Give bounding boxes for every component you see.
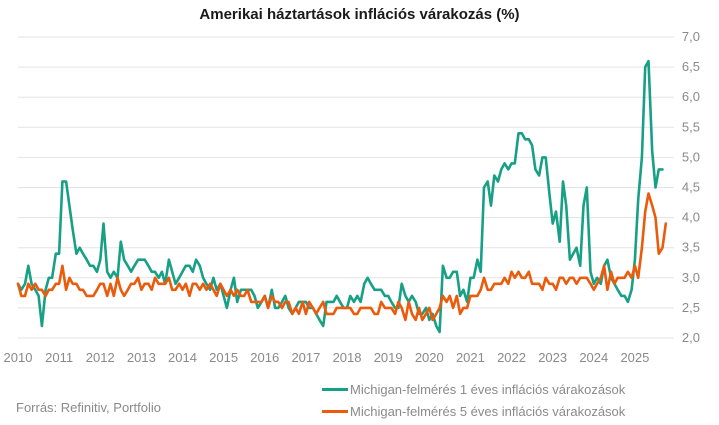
- x-tick-label: 2020: [415, 350, 444, 365]
- x-tick-label: 2014: [168, 350, 197, 365]
- x-tick-label: 2015: [209, 350, 238, 365]
- legend-label-1yr: Michigan-felmérés 1 éves inflációs várak…: [350, 381, 626, 397]
- legend-item-5yr: Michigan-felmérés 5 éves inflációs várak…: [322, 403, 625, 419]
- y-tick-label: 2,0: [682, 330, 700, 345]
- source-note: Forrás: Refinitiv, Portfolio: [16, 400, 161, 415]
- legend-swatch-5yr: [322, 409, 348, 413]
- y-tick-label: 4,0: [682, 210, 700, 225]
- series-line-1yr: [16, 59, 664, 334]
- x-tick-label: 2016: [250, 350, 279, 365]
- x-tick-label: 2024: [579, 350, 608, 365]
- x-tick-label: 2019: [374, 350, 403, 365]
- legend-swatch-1yr: [322, 387, 348, 391]
- y-tick-label: 7,0: [682, 29, 700, 44]
- x-tick-label: 2011: [45, 350, 73, 365]
- x-axis-ticks: 2010 2011 2012 2013 2014 2015 2016 2017 2018 2019…: [4, 350, 650, 365]
- x-tick-label: 2010: [4, 350, 33, 365]
- chart-title: Amerikai háztartások inflációs várakozás…: [199, 6, 520, 23]
- x-tick-label: 2022: [497, 350, 526, 365]
- x-tick-label: 2012: [86, 350, 115, 365]
- y-tick-label: 6,0: [682, 89, 700, 104]
- y-tick-label: 6,5: [682, 59, 700, 74]
- y-tick-label: 3,0: [682, 270, 700, 285]
- series-line-5yr: [16, 192, 668, 322]
- y-tick-label: 5,5: [682, 119, 700, 134]
- series-lines: [16, 59, 668, 334]
- y-tick-label: 4,5: [682, 180, 700, 195]
- legend-label-5yr: Michigan-felmérés 5 éves inflációs várak…: [350, 403, 626, 419]
- y-tick-label: 3,5: [682, 240, 700, 255]
- x-tick-label: 2018: [333, 350, 362, 365]
- y-axis-ticks: 2,0 2,5 3,0 3,5 4,0 4,5 5,0 5,5 6,0 6,5 7,0: [682, 29, 700, 345]
- legend-item-1yr: Michigan-felmérés 1 éves inflációs várak…: [322, 381, 625, 397]
- y-tick-label: 5,0: [682, 149, 700, 164]
- x-tick-label: 2021: [456, 350, 485, 365]
- x-tick-label: 2013: [127, 350, 156, 365]
- gridlines: [18, 36, 674, 339]
- y-tick-label: 2,5: [682, 300, 700, 315]
- x-tick-label: 2017: [291, 350, 320, 365]
- x-tick-label: 2023: [538, 350, 567, 365]
- x-tick-label: 2025: [620, 350, 649, 365]
